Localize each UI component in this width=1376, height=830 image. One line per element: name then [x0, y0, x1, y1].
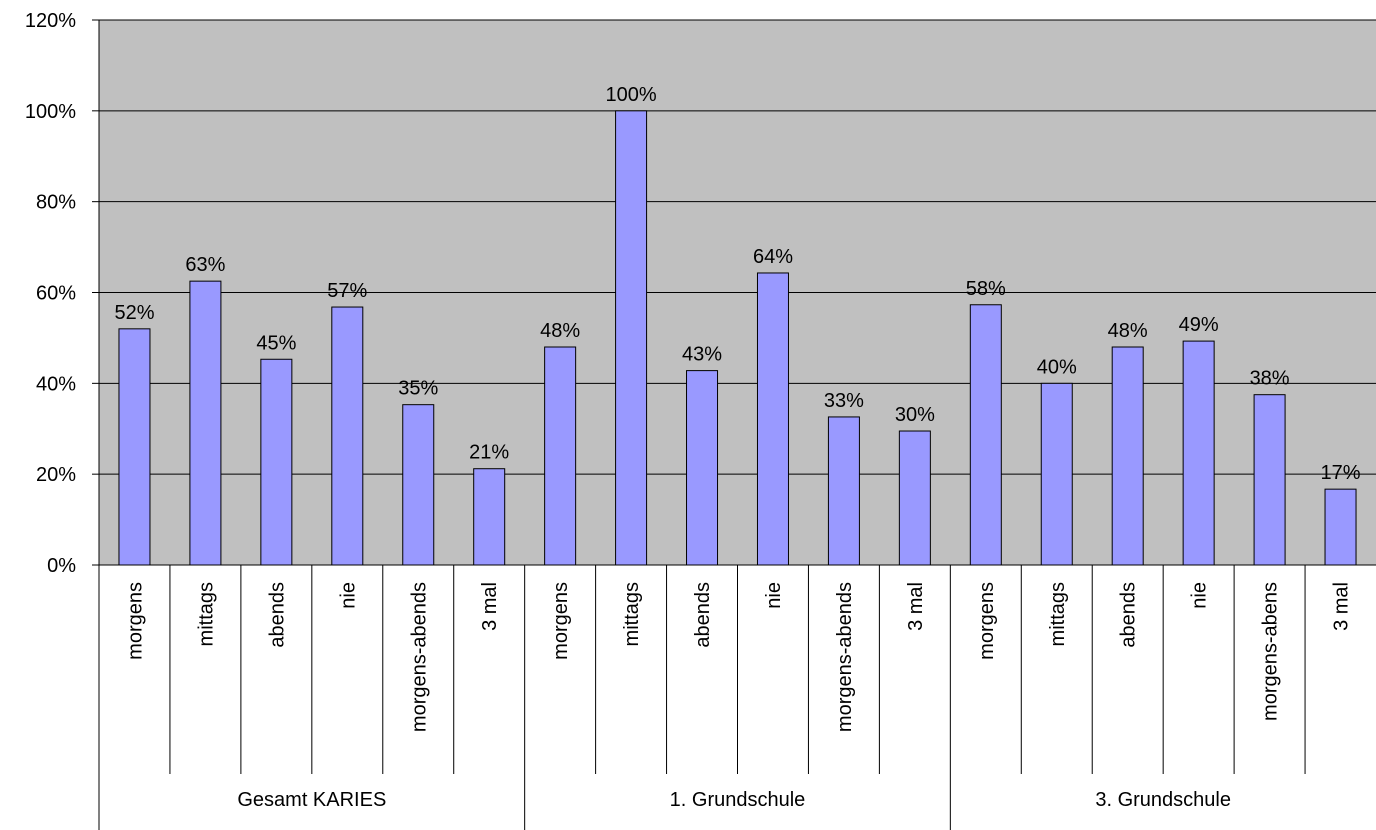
category-label: 3 mal — [905, 582, 927, 631]
y-tick-label: 60% — [36, 283, 76, 305]
category-label: nie — [763, 582, 785, 609]
bars — [118, 110, 1357, 566]
data-label: 48% — [540, 320, 580, 342]
bar — [827, 416, 860, 566]
category-label: mittags — [195, 582, 217, 646]
group-label: Gesamt KARIES — [237, 789, 386, 811]
category-label: mittags — [621, 582, 643, 646]
group-label: 1. Grundschule — [670, 789, 806, 811]
data-label: 21% — [469, 442, 509, 464]
data-label: 35% — [398, 378, 438, 400]
data-label: 30% — [895, 404, 935, 426]
data-label: 38% — [1250, 368, 1290, 390]
bar — [402, 404, 435, 566]
data-label: 48% — [1108, 320, 1148, 342]
category-label: 3 mal — [1331, 582, 1353, 631]
group-label: 3. Grundschule — [1095, 789, 1231, 811]
data-label: 17% — [1321, 462, 1361, 484]
y-tick-label: 40% — [36, 373, 76, 395]
category-label: nie — [337, 582, 359, 609]
bar — [473, 468, 506, 566]
category-label: abends — [266, 582, 288, 648]
y-tick-label: 0% — [47, 555, 76, 577]
data-label: 64% — [753, 246, 793, 268]
bar — [260, 358, 293, 566]
bar — [615, 110, 648, 566]
data-label: 40% — [1037, 356, 1077, 378]
category-label: 3 mal — [479, 582, 501, 631]
x-axis: morgens mittags abends nie morgens-abends 3 m… — [99, 564, 1376, 830]
y-tick-label: 80% — [36, 192, 76, 214]
category-label: morgens-abends — [834, 582, 856, 732]
bar — [1182, 340, 1215, 566]
y-tick-label: 100% — [25, 101, 76, 123]
data-label: 58% — [966, 278, 1006, 300]
category-label: morgens — [124, 582, 146, 660]
category-label: morgens-abens — [1260, 582, 1282, 721]
bar — [756, 272, 789, 566]
bar — [189, 280, 222, 566]
data-label: 49% — [1179, 314, 1219, 336]
bar — [1324, 488, 1357, 566]
category-label: morgens-abends — [408, 582, 430, 732]
data-labels: 52% 63% 45% 57% 35% 21% 48% 100% 43% 64% 33% 30% 58%… — [114, 84, 1360, 484]
bar — [1040, 382, 1073, 566]
y-tick-label: 20% — [36, 464, 76, 486]
bar — [1253, 394, 1286, 566]
bar — [331, 306, 364, 566]
category-label: abends — [692, 582, 714, 648]
data-label: 33% — [824, 390, 864, 412]
y-axis: 0% 20% 40% 60% 80% 100% 120% — [25, 10, 100, 830]
data-label: 100% — [606, 84, 657, 106]
category-label: nie — [1189, 582, 1211, 609]
bar — [686, 370, 719, 566]
gridlines — [99, 19, 1376, 475]
category-label: morgens — [550, 582, 572, 660]
bar — [898, 430, 931, 566]
bar — [969, 304, 1002, 566]
data-label: 43% — [682, 344, 722, 366]
bar — [118, 328, 151, 566]
category-label: mittags — [1047, 582, 1069, 646]
category-label: morgens — [976, 582, 998, 660]
bar — [544, 346, 577, 566]
data-label: 57% — [327, 280, 367, 302]
data-label: 52% — [114, 302, 154, 324]
y-tick-label: 120% — [25, 10, 76, 32]
data-label: 63% — [185, 254, 225, 276]
category-label: abends — [1118, 582, 1140, 648]
data-label: 45% — [256, 332, 296, 354]
bar — [1111, 346, 1144, 566]
